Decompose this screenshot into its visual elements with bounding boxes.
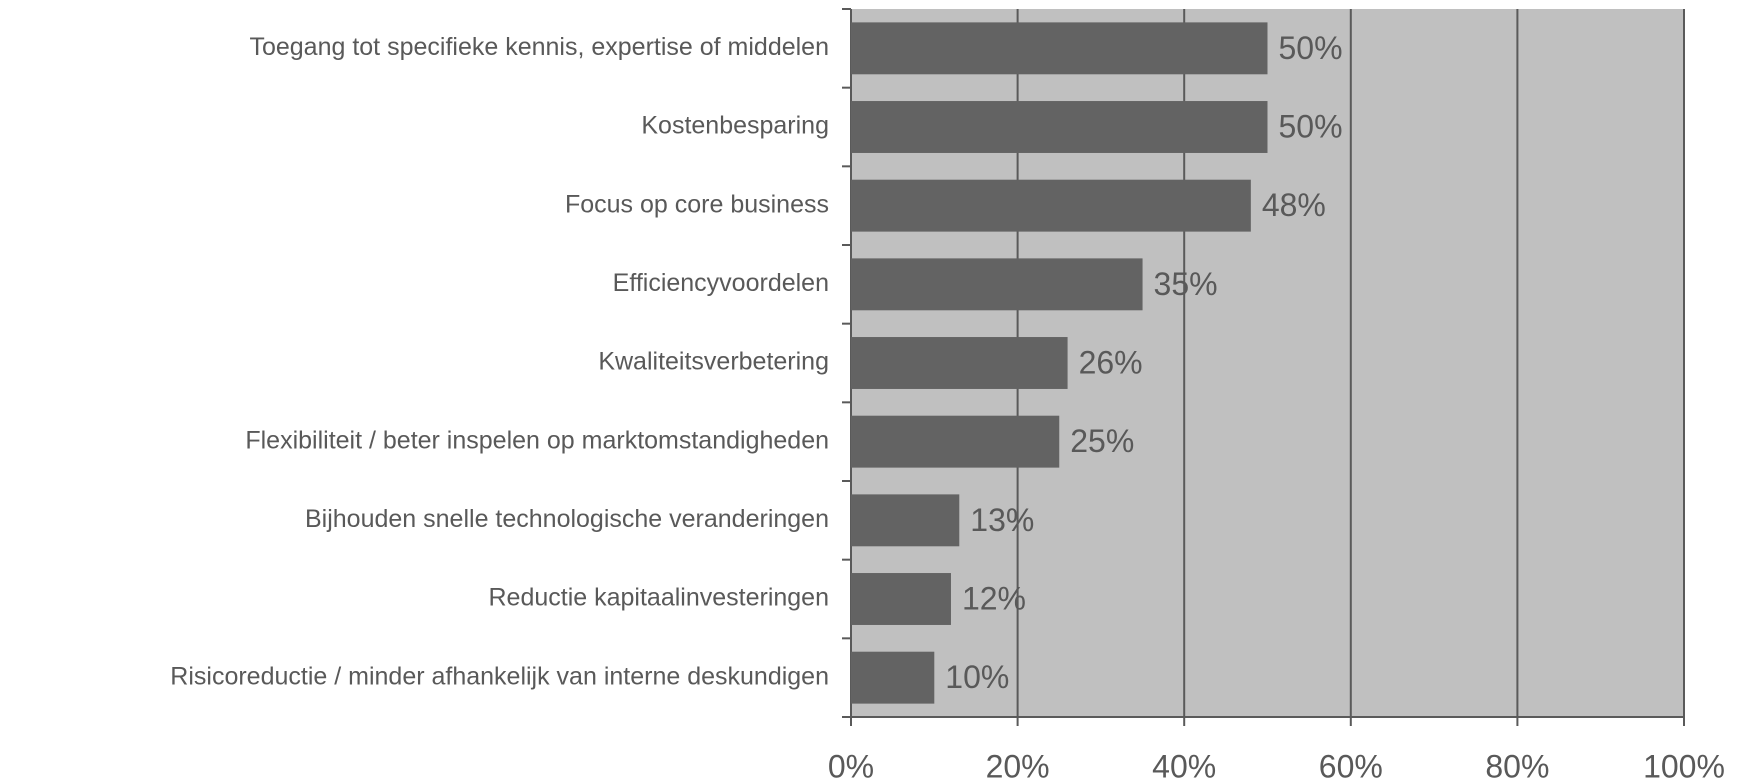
y-tick-label: Kostenbesparing xyxy=(641,112,829,140)
x-tick-label: 100% xyxy=(1643,748,1725,781)
bar xyxy=(851,573,951,625)
value-label: 50% xyxy=(1279,108,1343,144)
x-tick-label: 20% xyxy=(986,748,1050,781)
bar xyxy=(851,258,1143,311)
bar xyxy=(851,337,1068,389)
y-tick-label: Toegang tot specifieke kennis, expertise… xyxy=(249,33,829,61)
y-tick-label: Focus op core business xyxy=(565,190,829,218)
value-label: 25% xyxy=(1070,423,1134,459)
value-label: 13% xyxy=(970,502,1034,538)
bar xyxy=(851,101,1268,153)
bar xyxy=(851,22,1268,75)
bar xyxy=(851,651,935,704)
value-label: 35% xyxy=(1154,266,1218,302)
x-tick-label: 60% xyxy=(1319,748,1383,781)
x-tick-label: 40% xyxy=(1152,748,1216,781)
value-label: 26% xyxy=(1079,344,1143,380)
y-tick-label: Efficiencyvoordelen xyxy=(613,269,829,297)
y-tick-label: Risicoreductie / minder afhankelijk van … xyxy=(170,662,829,690)
bar xyxy=(851,494,960,547)
y-tick-label: Bijhouden snelle technologische verander… xyxy=(305,505,829,533)
bar xyxy=(851,179,1251,232)
y-tick-label: Reductie kapitaalinvesteringen xyxy=(489,584,830,612)
x-tick-label: 0% xyxy=(828,748,874,781)
y-tick-label: Kwaliteitsverbetering xyxy=(598,348,829,376)
value-label: 48% xyxy=(1262,187,1326,223)
x-tick-label: 80% xyxy=(1485,748,1549,781)
value-label: 50% xyxy=(1279,30,1343,66)
bar xyxy=(851,415,1060,468)
value-label: 10% xyxy=(945,659,1009,695)
value-label: 12% xyxy=(962,580,1026,616)
y-tick-label: Flexibiliteit / beter inspelen op markto… xyxy=(245,426,829,454)
